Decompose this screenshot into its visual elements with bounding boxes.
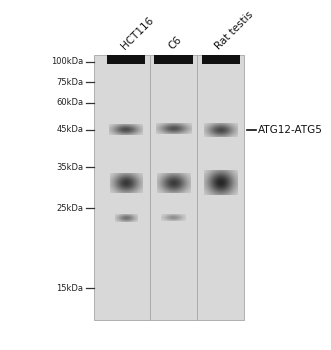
- Text: 100kDa: 100kDa: [51, 57, 83, 66]
- Bar: [154, 55, 193, 64]
- Text: Rat testis: Rat testis: [214, 9, 256, 51]
- Text: ATG12-ATG5: ATG12-ATG5: [258, 125, 322, 135]
- Text: 45kDa: 45kDa: [56, 125, 83, 134]
- Bar: [107, 55, 145, 64]
- Bar: [202, 55, 240, 64]
- Text: 75kDa: 75kDa: [56, 78, 83, 86]
- Text: 35kDa: 35kDa: [56, 163, 83, 172]
- Bar: [94, 55, 244, 320]
- Text: 15kDa: 15kDa: [56, 284, 83, 293]
- Text: 60kDa: 60kDa: [56, 98, 83, 107]
- Text: HCT116: HCT116: [119, 15, 155, 51]
- Text: 25kDa: 25kDa: [56, 204, 83, 212]
- Text: C6: C6: [166, 35, 183, 51]
